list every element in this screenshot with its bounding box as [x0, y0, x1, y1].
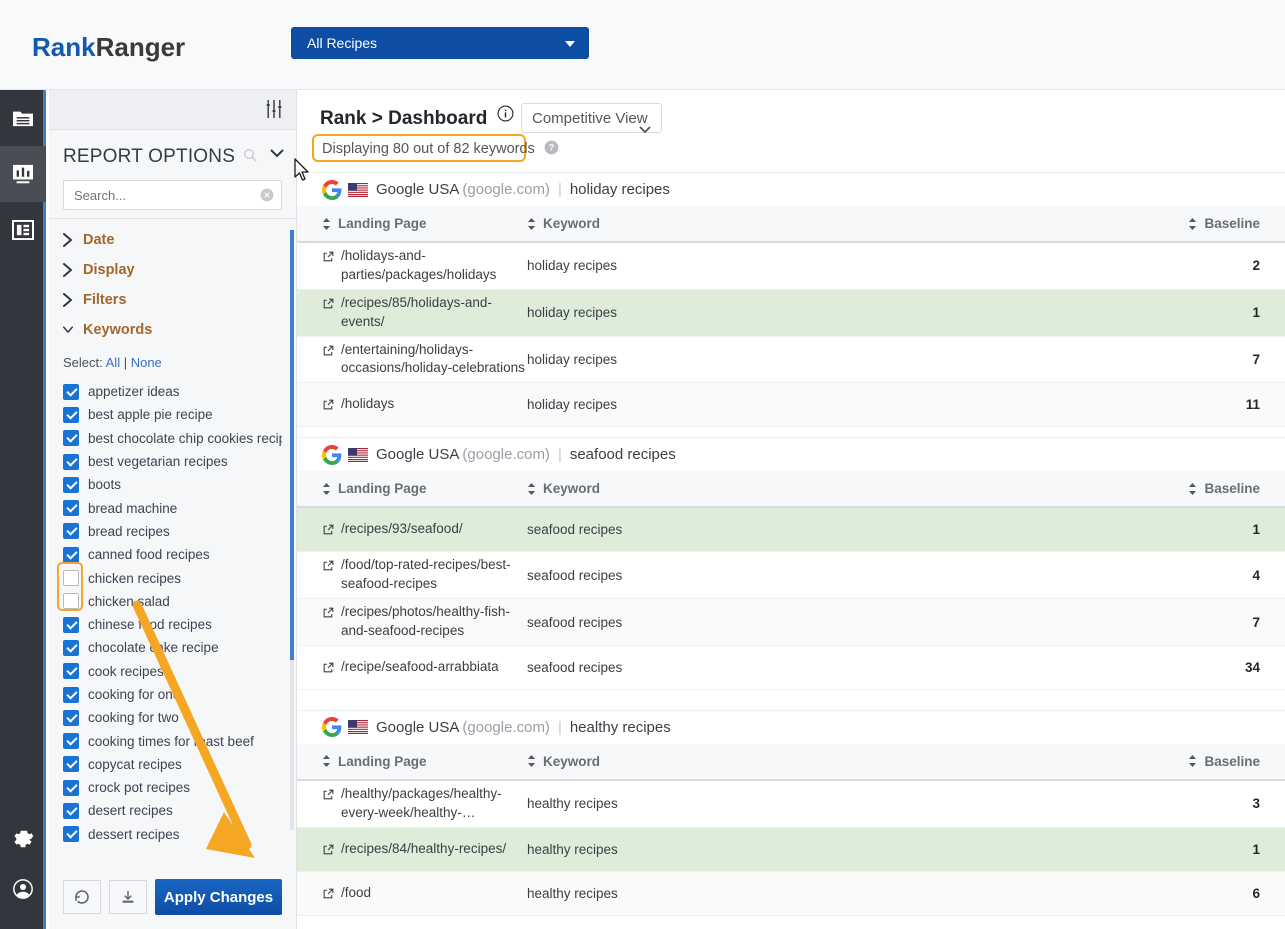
svg-text:?: ? — [549, 143, 554, 153]
